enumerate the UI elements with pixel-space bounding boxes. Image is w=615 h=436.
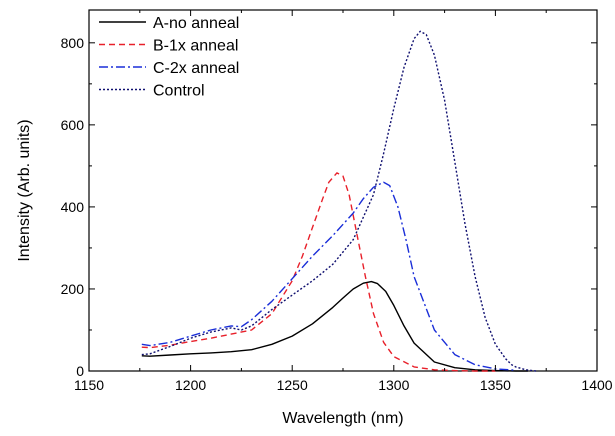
y-tick-label: 800 [61, 35, 85, 51]
series-line-3 [141, 181, 516, 371]
series-line-4 [141, 30, 537, 372]
legend: A-no anneal B-1x anneal C-2x anneal Control [99, 15, 239, 100]
x-axis-title: Wavelength (nm) [282, 410, 403, 427]
y-tick-label: 0 [76, 363, 84, 379]
x-tick-label: 1250 [277, 377, 308, 393]
y-axis-title: Intensity (Arb. units) [16, 119, 33, 261]
y-tick-label: 600 [61, 117, 85, 133]
legend-label-1: A-no anneal [153, 15, 239, 32]
series-layer [141, 30, 537, 372]
x-tick-label: 1150 [74, 377, 104, 393]
y-tick-label: 400 [61, 199, 85, 215]
x-tick-label: 1300 [378, 377, 409, 393]
y-axis: 0 200 400 600 800 [61, 35, 597, 379]
legend-label-4: Control [153, 83, 205, 100]
legend-label-2: B-1x anneal [153, 38, 238, 55]
series-line-2 [141, 172, 496, 372]
x-tick-label: 1400 [581, 377, 612, 393]
legend-label-3: C-2x anneal [153, 60, 239, 77]
x-tick-label: 1200 [175, 377, 206, 393]
series-line-1 [141, 280, 528, 372]
x-tick-label: 1350 [480, 377, 511, 393]
y-tick-label: 200 [61, 281, 85, 297]
x-axis: 1150 1200 1250 1300 1350 1400 [74, 10, 613, 393]
